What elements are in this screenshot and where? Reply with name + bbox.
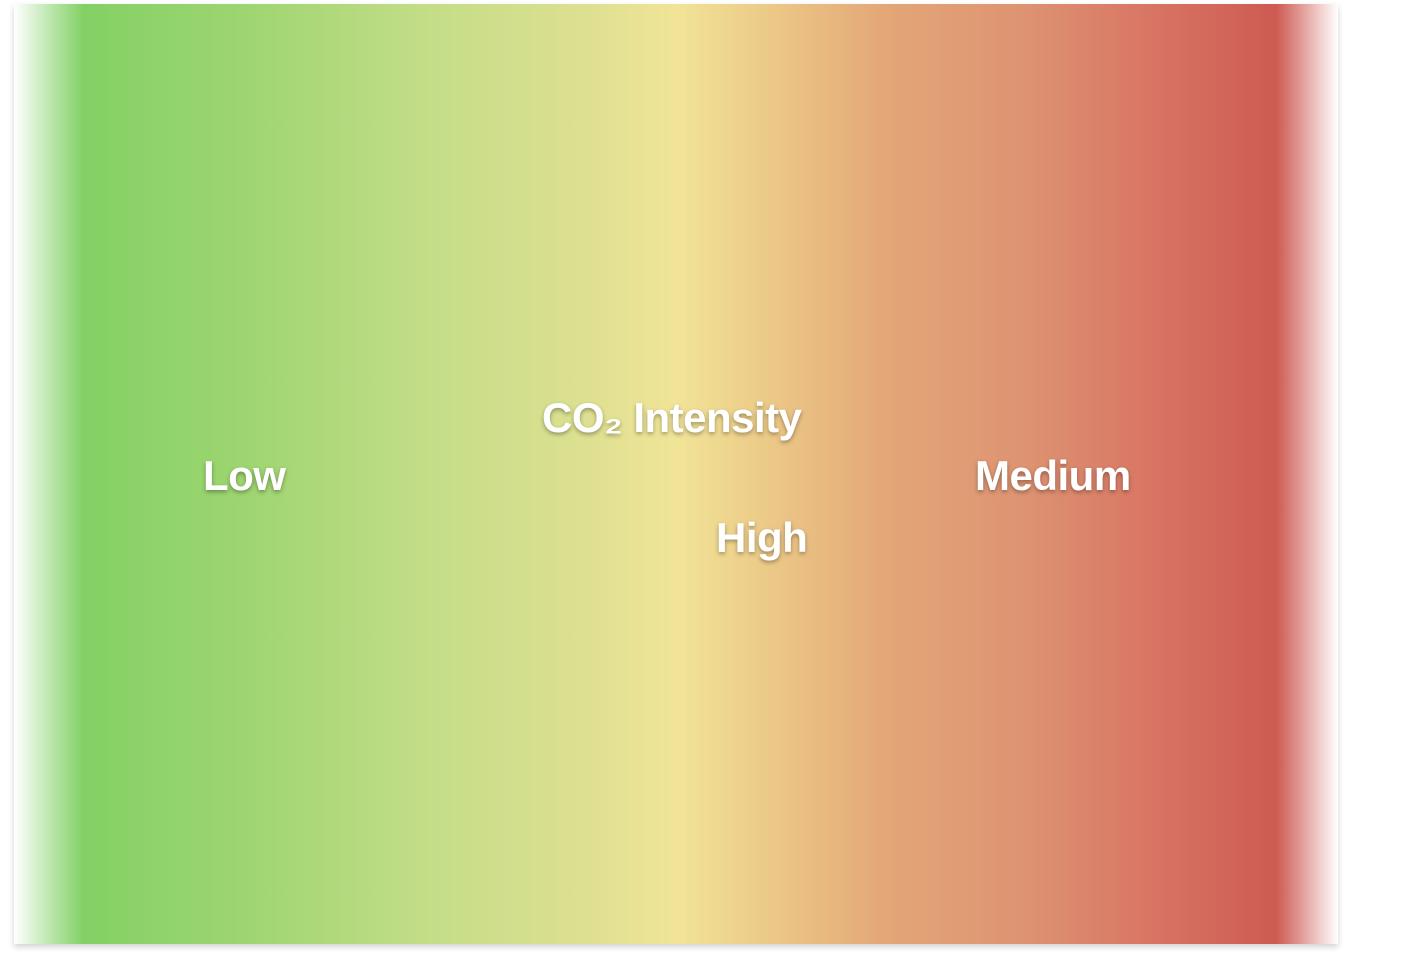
label-medium: Medium bbox=[975, 452, 1131, 499]
gradient-fade-right bbox=[1276, 4, 1338, 944]
label-low: Low bbox=[203, 452, 286, 499]
label-high: High bbox=[716, 514, 808, 561]
diagram-title: CO₂ Intensity bbox=[542, 394, 802, 441]
gradient-fade-left bbox=[14, 4, 84, 944]
intensity-gradient-bar bbox=[14, 4, 1338, 944]
